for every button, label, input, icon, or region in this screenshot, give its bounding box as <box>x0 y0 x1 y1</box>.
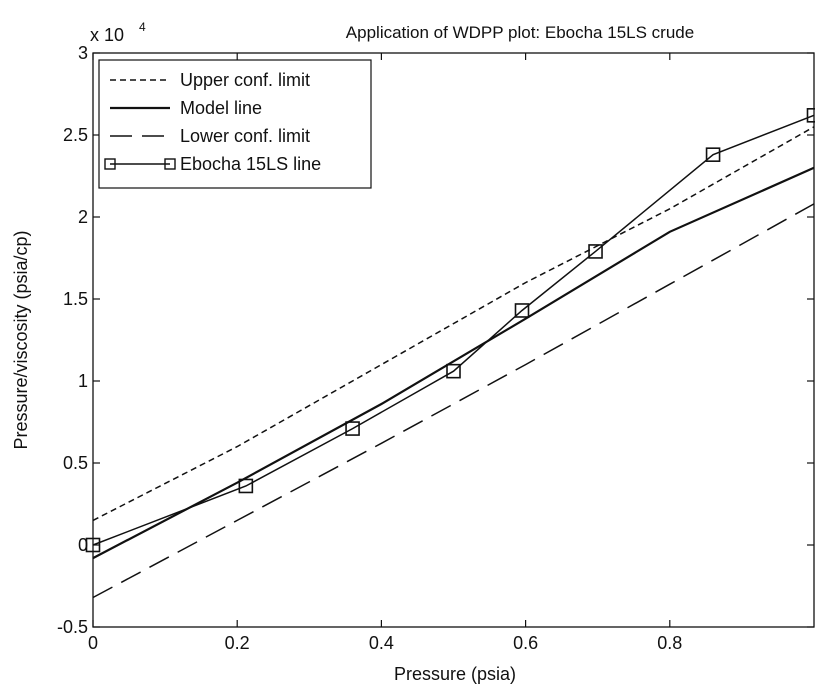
legend-label: Model line <box>180 98 262 118</box>
data-point-marker <box>345 421 360 436</box>
legend: Upper conf. limit Model line Lower conf. l… <box>98 59 372 189</box>
data-point-marker <box>806 108 815 123</box>
y-tick-label: 3 <box>78 43 88 63</box>
y-multiplier-exponent: 4 <box>139 20 146 34</box>
x-tick-label: 0.2 <box>225 633 250 653</box>
legend-marker <box>164 158 176 170</box>
y-tick-label: 0.5 <box>63 453 88 473</box>
y-axis: -0.5 0 0.5 1 1.5 2 2.5 3 <box>57 43 814 637</box>
data-point-marker <box>514 303 530 318</box>
data-point-marker <box>85 537 101 553</box>
y-multiplier-label: x 10 <box>90 25 124 45</box>
x-tick-label: 0.4 <box>369 633 394 653</box>
plot-area <box>92 52 815 628</box>
y-tick-label: 1.5 <box>63 289 88 309</box>
y-tick-label: -0.5 <box>57 617 88 637</box>
y-tick-label: 0 <box>78 535 88 555</box>
y-axis-label: Pressure/viscosity (psia/cp) <box>11 230 31 449</box>
legend-marker <box>104 158 116 170</box>
x-tick-label: 0.6 <box>513 633 538 653</box>
legend-label: Upper conf. limit <box>180 70 310 90</box>
y-tick-label: 1 <box>78 371 88 391</box>
x-tick-label: 0 <box>88 633 98 653</box>
series-line-1 <box>92 126 815 522</box>
chart-title: Application of WDPP plot: Ebocha 15LS cr… <box>346 23 694 42</box>
series-line-2 <box>92 166 815 560</box>
data-point-marker <box>705 147 721 162</box>
plot-frame <box>92 52 815 628</box>
y-tick-label: 2.5 <box>63 125 88 145</box>
data-point-marker <box>588 244 603 259</box>
legend-label: Ebocha 15LS line <box>180 154 321 174</box>
y-tick-label: 2 <box>78 207 88 227</box>
x-axis-label: Pressure (psia) <box>394 664 516 684</box>
x-tick-label: 0.8 <box>657 633 682 653</box>
series-line-3 <box>92 203 815 599</box>
data-point-marker <box>446 363 461 379</box>
data-point-marker <box>238 478 254 494</box>
legend-box <box>98 59 372 189</box>
legend-label: Lower conf. limit <box>180 126 310 146</box>
series-line-4 <box>92 114 815 546</box>
series-layer <box>85 108 815 599</box>
x-axis: 0 0.2 0.4 0.6 0.8 <box>88 53 682 653</box>
